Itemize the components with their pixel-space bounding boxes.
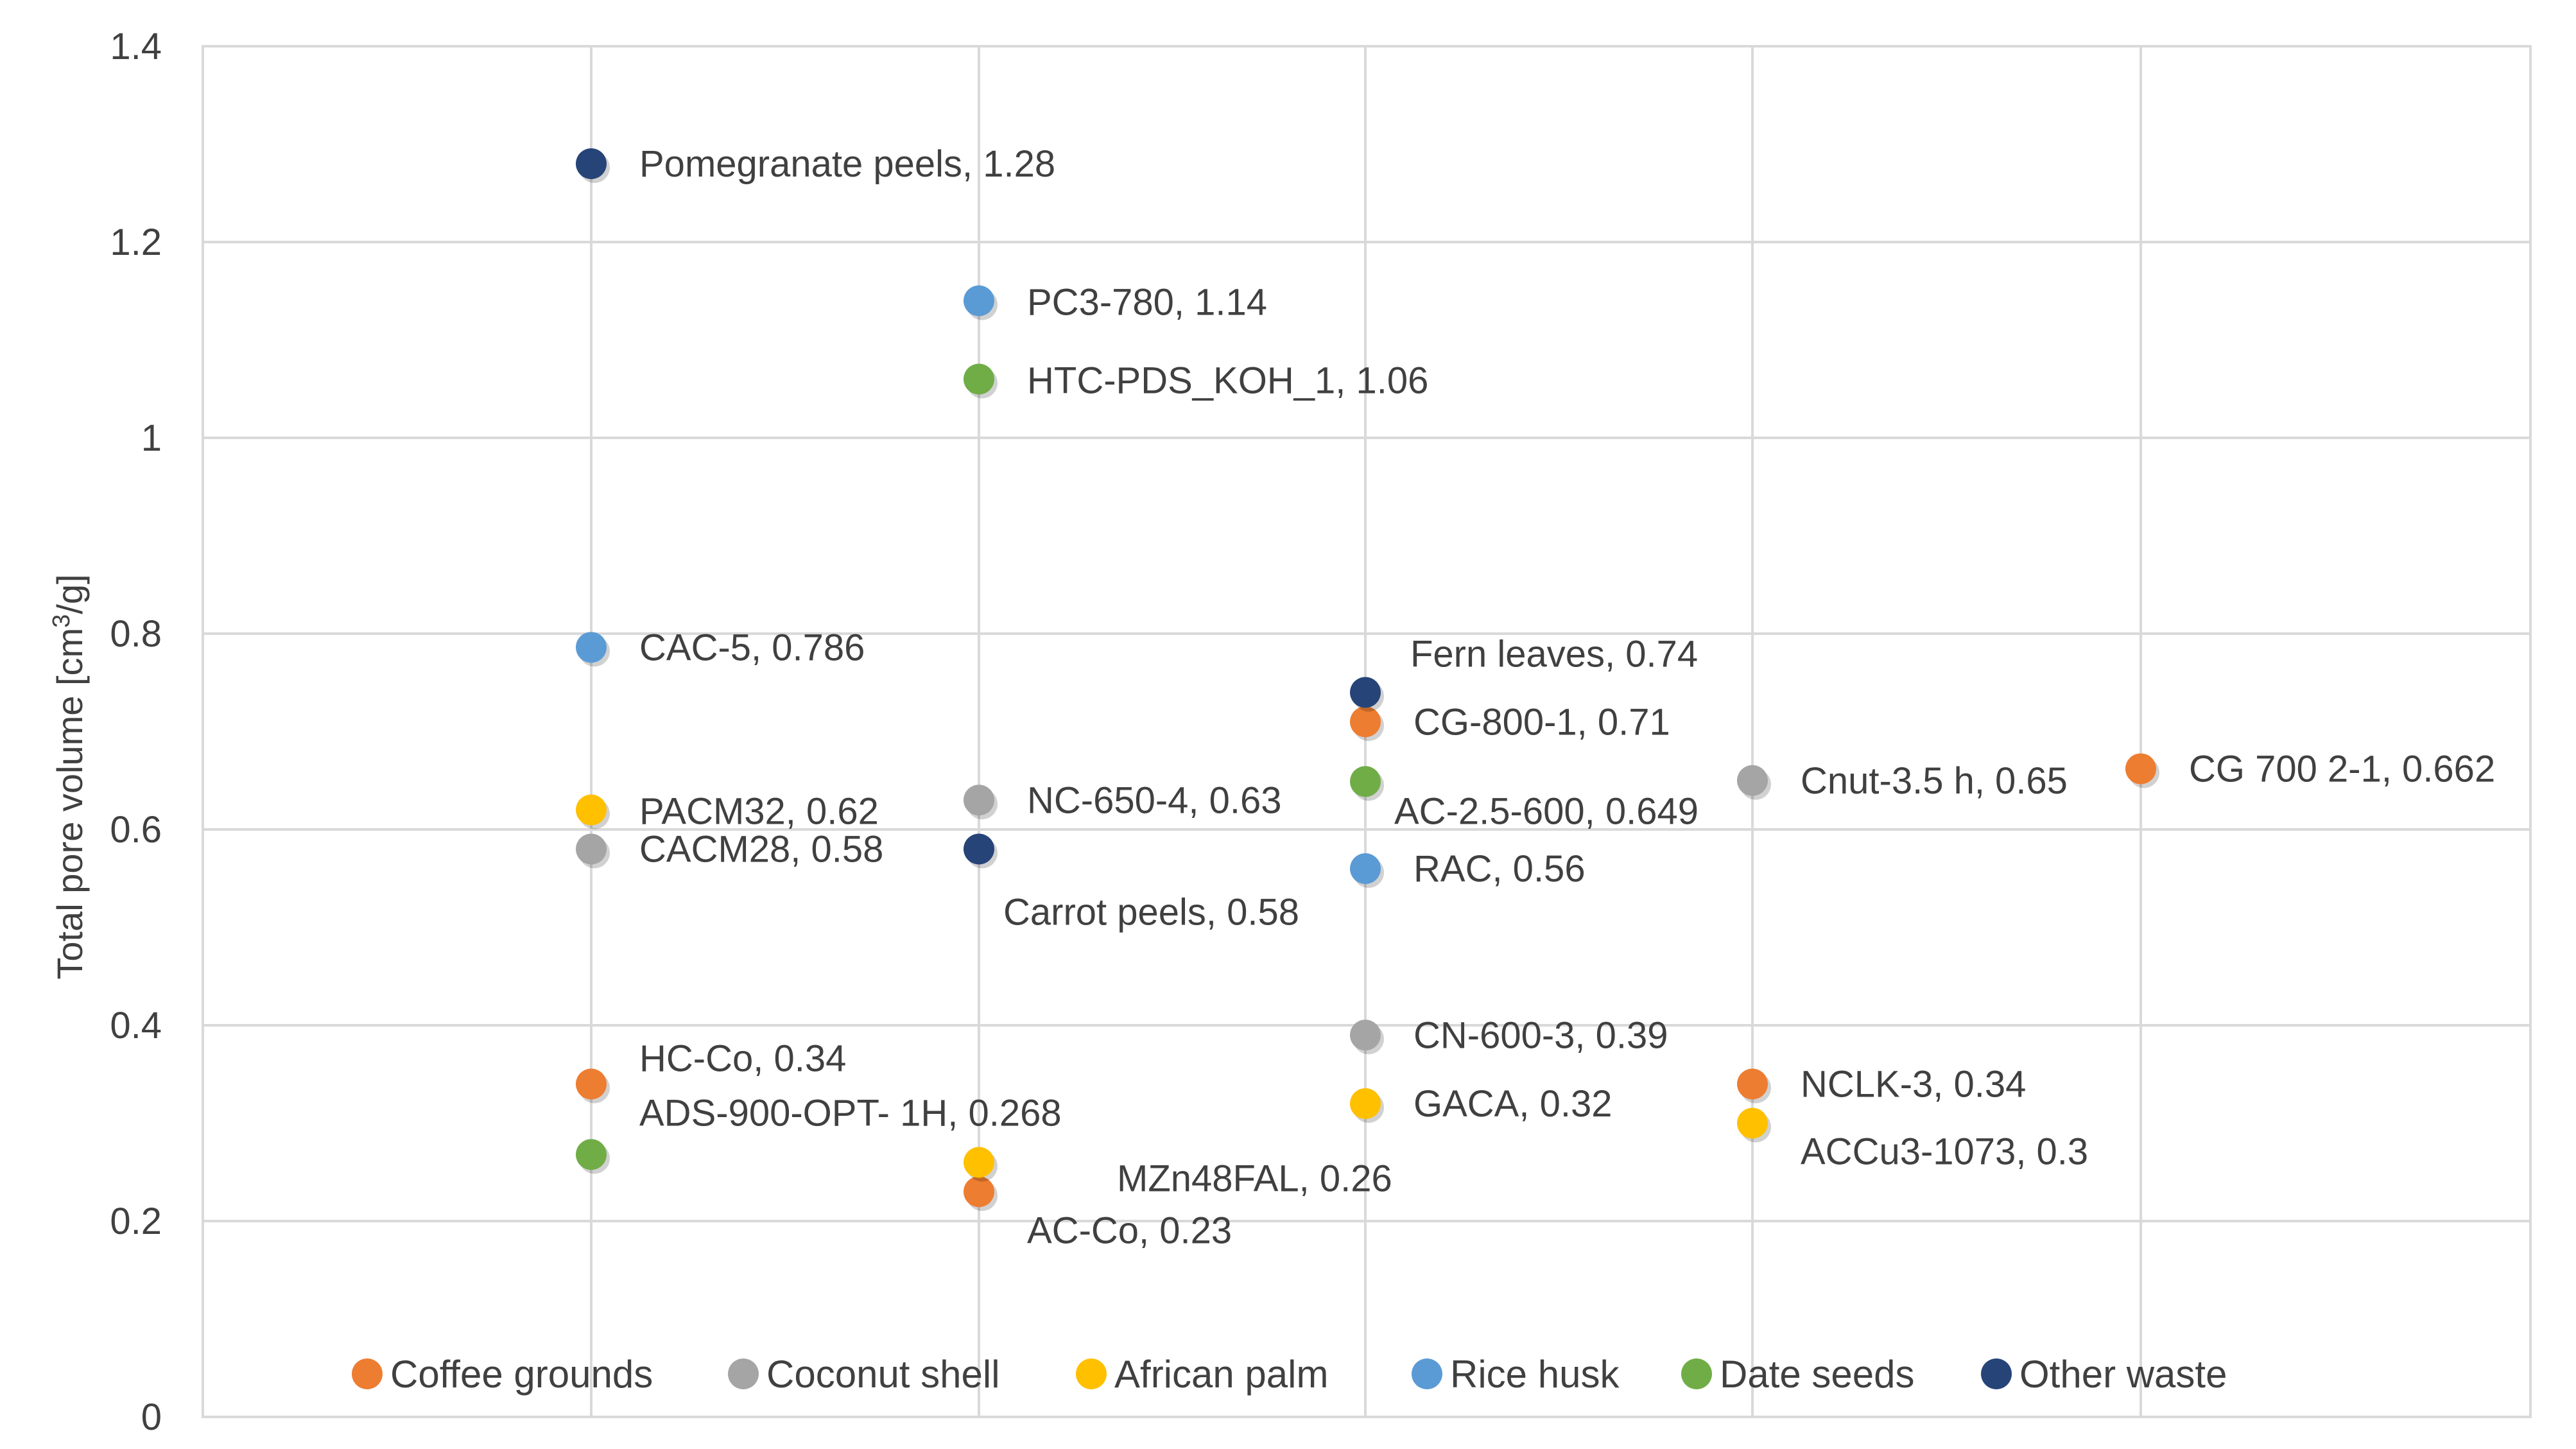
data-label: CG-800-1, 0.71: [1413, 701, 1670, 743]
data-label: GACA, 0.32: [1413, 1083, 1612, 1125]
data-label: CN-600-3, 0.39: [1413, 1014, 1668, 1056]
y-tick-label: 0: [141, 1396, 162, 1438]
y-tick-label: 0.8: [110, 613, 162, 655]
data-point: [2125, 753, 2156, 785]
data-label: ACCu3-1073, 0.3: [1801, 1131, 2088, 1173]
legend: Coffee grounds Coconut shell African palm R…: [352, 1353, 2227, 1396]
point-labels: HC-Co, 0.34 AC-Co, 0.23 CG-800-1, 0.71 NCLK…: [639, 143, 2495, 1251]
legend-label: Date seeds: [1720, 1353, 1915, 1396]
data-point: [1350, 1020, 1381, 1051]
data-points: [576, 148, 2159, 1211]
data-point: [1350, 677, 1381, 708]
data-point: [964, 363, 994, 395]
data-label: Cnut-3.5 h, 0.65: [1801, 760, 2068, 802]
data-point: [1350, 706, 1381, 738]
data-point: [1350, 1088, 1381, 1119]
legend-marker: [352, 1358, 383, 1389]
y-tick-label: 1.4: [110, 26, 162, 67]
data-point: [964, 785, 994, 816]
legend-marker: [1412, 1358, 1442, 1389]
y-tick-label: 0.2: [110, 1201, 162, 1242]
y-axis-label-tail: /g]: [49, 574, 90, 614]
y-axis-ticks: 0 0.2 0.4 0.6 0.8 1 1.2 1.4: [110, 26, 162, 1438]
legend-label: African palm: [1114, 1353, 1328, 1396]
data-label: NC-650-4, 0.63: [1027, 779, 1282, 821]
y-axis-label: Total pore volume [cm3/g]: [48, 574, 90, 979]
data-label: MZn48FAL, 0.26: [1117, 1158, 1392, 1200]
y-tick-label: 1: [141, 417, 162, 459]
data-point: [1350, 853, 1381, 884]
data-point: [576, 833, 607, 865]
data-label: Fern leaves, 0.74: [1410, 634, 1698, 675]
data-point: [576, 1068, 607, 1100]
legend-marker: [728, 1358, 759, 1389]
data-label: AC-Co, 0.23: [1027, 1210, 1232, 1251]
legend-label: Coffee grounds: [390, 1353, 653, 1396]
data-point: [576, 148, 607, 179]
y-tick-label: 0.4: [110, 1005, 162, 1046]
data-label: CACM28, 0.58: [639, 829, 883, 871]
data-point: [1737, 1068, 1768, 1100]
data-point: [1737, 1107, 1768, 1139]
data-label: HC-Co, 0.34: [639, 1038, 846, 1080]
y-axis-label-main: Total pore volume [cm: [49, 628, 90, 980]
data-point: [964, 1147, 994, 1178]
data-label: Pomegranate peels, 1.28: [639, 143, 1055, 185]
data-label: AC-2.5-600, 0.649: [1394, 790, 1699, 832]
legend-label: Rice husk: [1450, 1353, 1620, 1396]
data-label: RAC, 0.56: [1413, 848, 1586, 890]
data-label: PACM32, 0.62: [639, 791, 879, 833]
y-axis-label-superscript: 3: [48, 614, 75, 628]
data-label: PC3-780, 1.14: [1027, 282, 1267, 324]
legend-label: Coconut shell: [766, 1353, 1000, 1396]
data-point: [576, 1139, 607, 1170]
legend-label: Other waste: [2019, 1353, 2227, 1396]
data-label: NCLK-3, 0.34: [1801, 1064, 2026, 1106]
y-tick-label: 0.6: [110, 809, 162, 851]
data-label: Carrot peels, 0.58: [1003, 892, 1299, 933]
legend-marker: [1981, 1358, 2012, 1389]
data-label: HTC-PDS_KOH_1, 1.06: [1027, 360, 1428, 402]
data-label: CG 700 2-1, 0.662: [2189, 748, 2495, 790]
data-point: [964, 833, 994, 865]
data-point: [964, 1176, 994, 1208]
y-tick-label: 1.2: [110, 221, 162, 263]
data-point: [576, 794, 607, 826]
data-point: [964, 285, 994, 317]
legend-marker: [1076, 1358, 1107, 1389]
data-label: CAC-5, 0.786: [639, 627, 865, 668]
data-label: ADS-900-OPT- 1H, 0.268: [639, 1092, 1062, 1134]
data-point: [1350, 766, 1381, 797]
data-point: [576, 632, 607, 663]
data-point: [1737, 765, 1768, 796]
legend-marker: [1681, 1358, 1712, 1389]
